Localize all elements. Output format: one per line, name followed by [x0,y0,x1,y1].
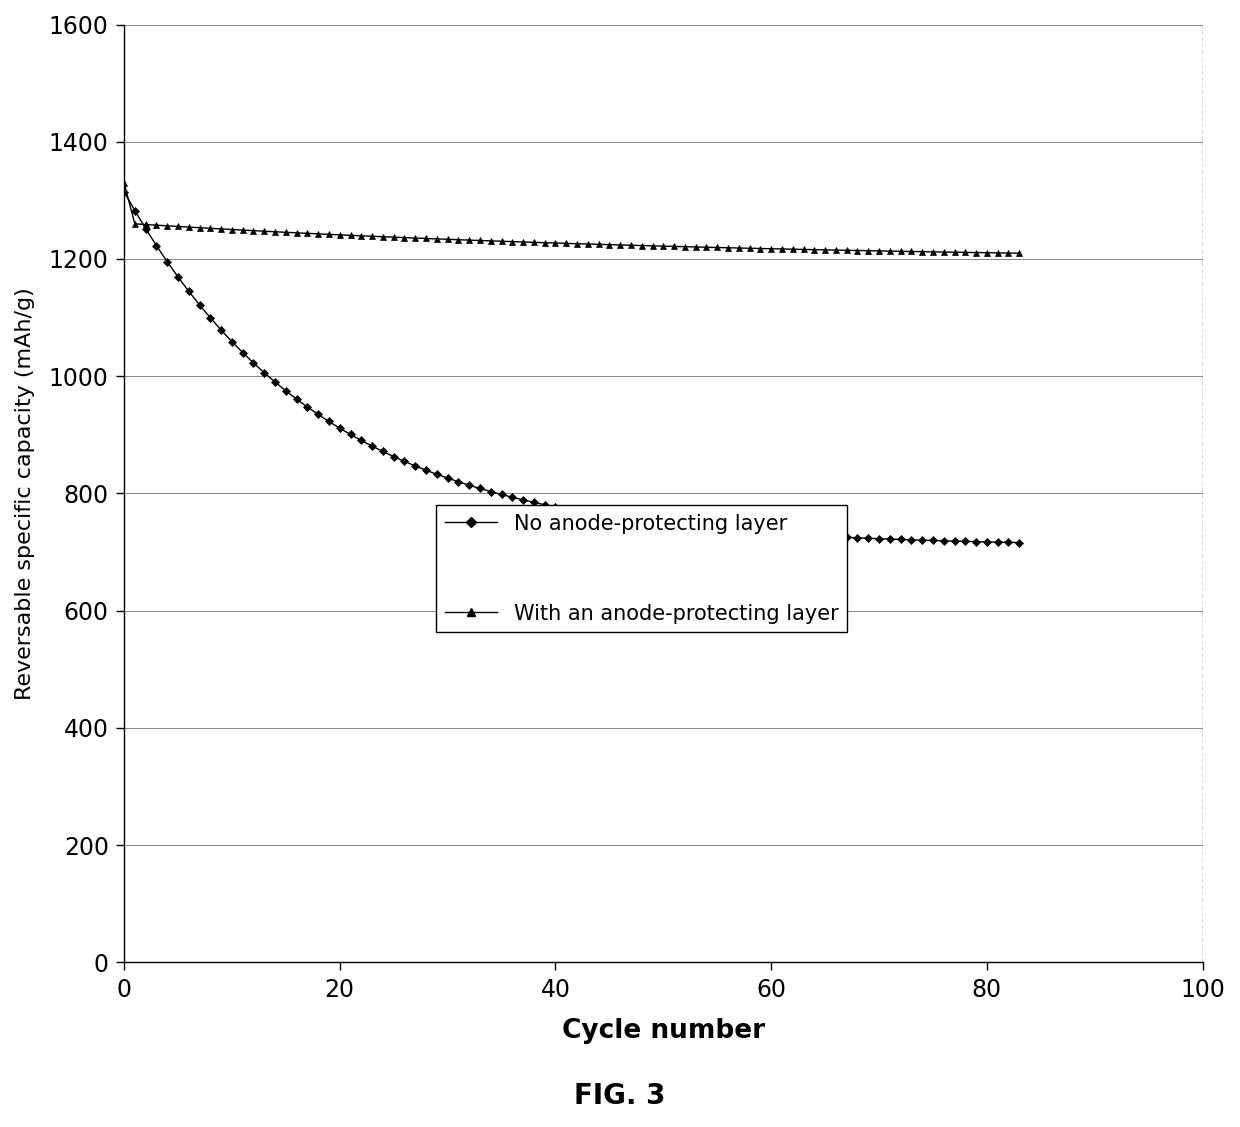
With an anode-protecting layer [839,243,854,257]
Y-axis label: Reversable specific capacity (mAh/g): Reversable specific capacity (mAh/g) [15,287,35,700]
No anode-protecting layer [128,204,143,218]
Text: FIG. 3: FIG. 3 [574,1082,666,1110]
With an anode-protecting layer [128,218,143,231]
With an anode-protecting layer [516,236,531,249]
With an anode-protecting layer [1012,247,1027,260]
No anode-protecting layer [171,270,186,284]
No anode-protecting layer [559,503,574,516]
No anode-protecting layer [1012,535,1027,549]
No anode-protecting layer [516,494,531,507]
Line: With an anode-protecting layer: With an anode-protecting layer [120,179,1023,257]
No anode-protecting layer [117,185,131,198]
No anode-protecting layer [796,529,811,542]
X-axis label: Cycle number: Cycle number [562,1019,765,1045]
With an anode-protecting layer [559,237,574,250]
Line: No anode-protecting layer: No anode-protecting layer [122,189,1022,545]
Legend: No anode-protecting layer, , With an anode-protecting layer: No anode-protecting layer, , With an ano… [436,505,847,632]
With an anode-protecting layer [796,242,811,256]
With an anode-protecting layer [171,220,186,233]
No anode-protecting layer [839,531,854,544]
With an anode-protecting layer [117,176,131,189]
